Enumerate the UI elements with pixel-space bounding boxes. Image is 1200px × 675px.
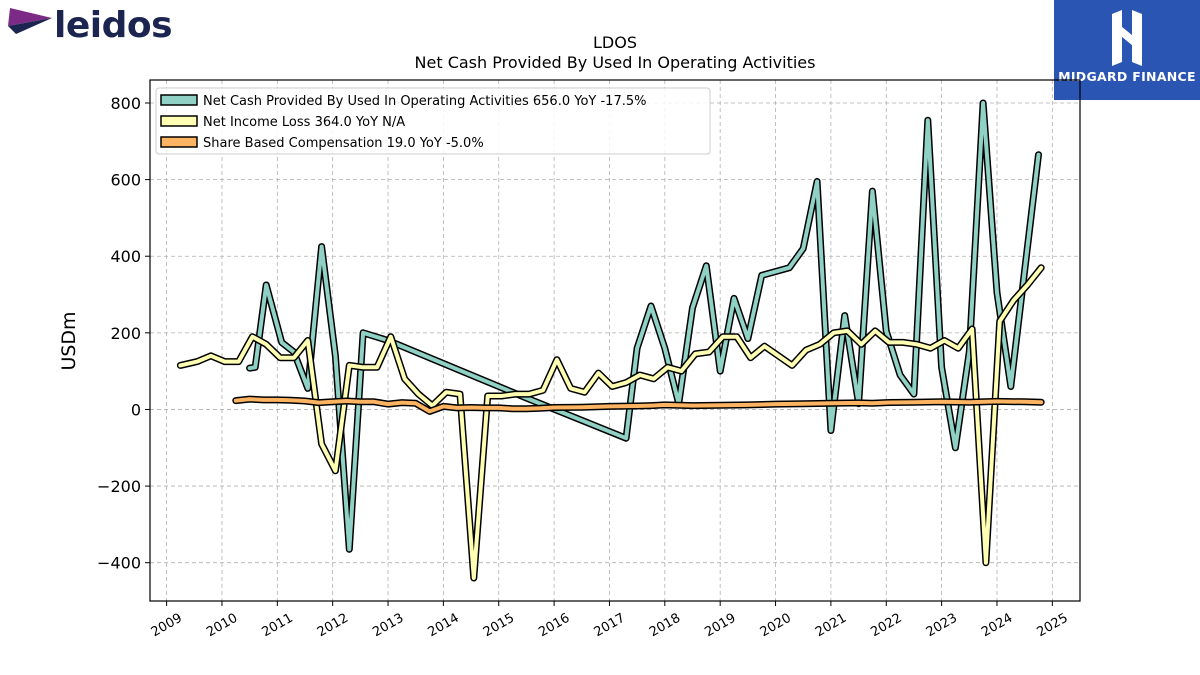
x-tick-label: 2023	[924, 611, 960, 641]
series-line-net-cash	[247, 101, 1041, 552]
legend-entry-share-based-compensation: Share Based Compensation 19.0 YoY -5.0%	[203, 136, 484, 151]
x-tick-label: 2011	[259, 611, 295, 641]
legend: Net Cash Provided By Used In Operating A…	[155, 87, 711, 155]
x-tick-label: 2022	[868, 611, 904, 641]
x-tick-label: 2014	[426, 611, 462, 641]
legend-swatch-net-income	[160, 115, 198, 127]
x-tick-label: 2021	[813, 611, 849, 641]
x-tick-label: 2016	[536, 611, 572, 641]
x-tick-label: 2015	[481, 611, 517, 641]
leidos-wordmark: leidos	[54, 5, 173, 46]
legend-entry-net-cash: Net Cash Provided By Used In Operating A…	[203, 94, 646, 109]
x-axis: 2009 2010 2011 2012 2013 2014 2015 2016 2017 2018…	[149, 601, 1071, 640]
y-tick-label: −400	[97, 554, 141, 573]
x-tick-label: 2019	[702, 611, 738, 641]
x-tick-label: 2018	[647, 611, 683, 641]
leidos-chevron-icon	[8, 8, 52, 34]
y-tick-label: 0	[131, 400, 141, 419]
y-tick-label: 400	[110, 247, 141, 266]
x-tick-label: 2024	[979, 611, 1015, 641]
midgard-brand-text: MIDGARD FINANCE	[1058, 69, 1196, 84]
chart-title: LDOS	[593, 33, 637, 52]
x-tick-label: 2017	[592, 611, 628, 641]
y-tick-label: 200	[110, 324, 141, 343]
grid	[150, 80, 1080, 601]
legend-swatch-share-based-compensation	[160, 136, 198, 148]
plot-frame	[149, 79, 1081, 602]
series-line-share-based-compensation	[233, 397, 1044, 414]
legend-swatch-net-cash	[160, 94, 198, 106]
chart-subtitle: Net Cash Provided By Used In Operating A…	[415, 53, 816, 72]
legend-box	[155, 87, 711, 155]
y-tick-label: −200	[97, 477, 141, 496]
series-line-net-income	[178, 265, 1044, 580]
series-outline-net-income	[176, 264, 1045, 582]
y-tick-label: 800	[110, 94, 141, 113]
y-axis: 800 600 400 200 0 −200 −400	[97, 94, 150, 573]
legend-entry-net-income: Net Income Loss 364.0 YoY N/A	[203, 115, 405, 130]
x-tick-label: 2025	[1034, 611, 1070, 641]
series-layer	[176, 99, 1045, 582]
leidos-logo: leidos	[8, 5, 178, 50]
midgard-finance-logo: MIDGARD FINANCE	[1054, 0, 1200, 100]
x-tick-label: 2010	[204, 611, 240, 641]
midgard-monogram-icon	[1112, 10, 1142, 66]
y-axis-label: USDm	[58, 311, 80, 370]
x-tick-label: 2012	[315, 611, 351, 641]
x-tick-label: 2020	[758, 611, 794, 641]
x-tick-label: 2013	[370, 611, 406, 641]
y-tick-label: 600	[110, 171, 141, 190]
x-tick-label: 2009	[149, 611, 185, 641]
